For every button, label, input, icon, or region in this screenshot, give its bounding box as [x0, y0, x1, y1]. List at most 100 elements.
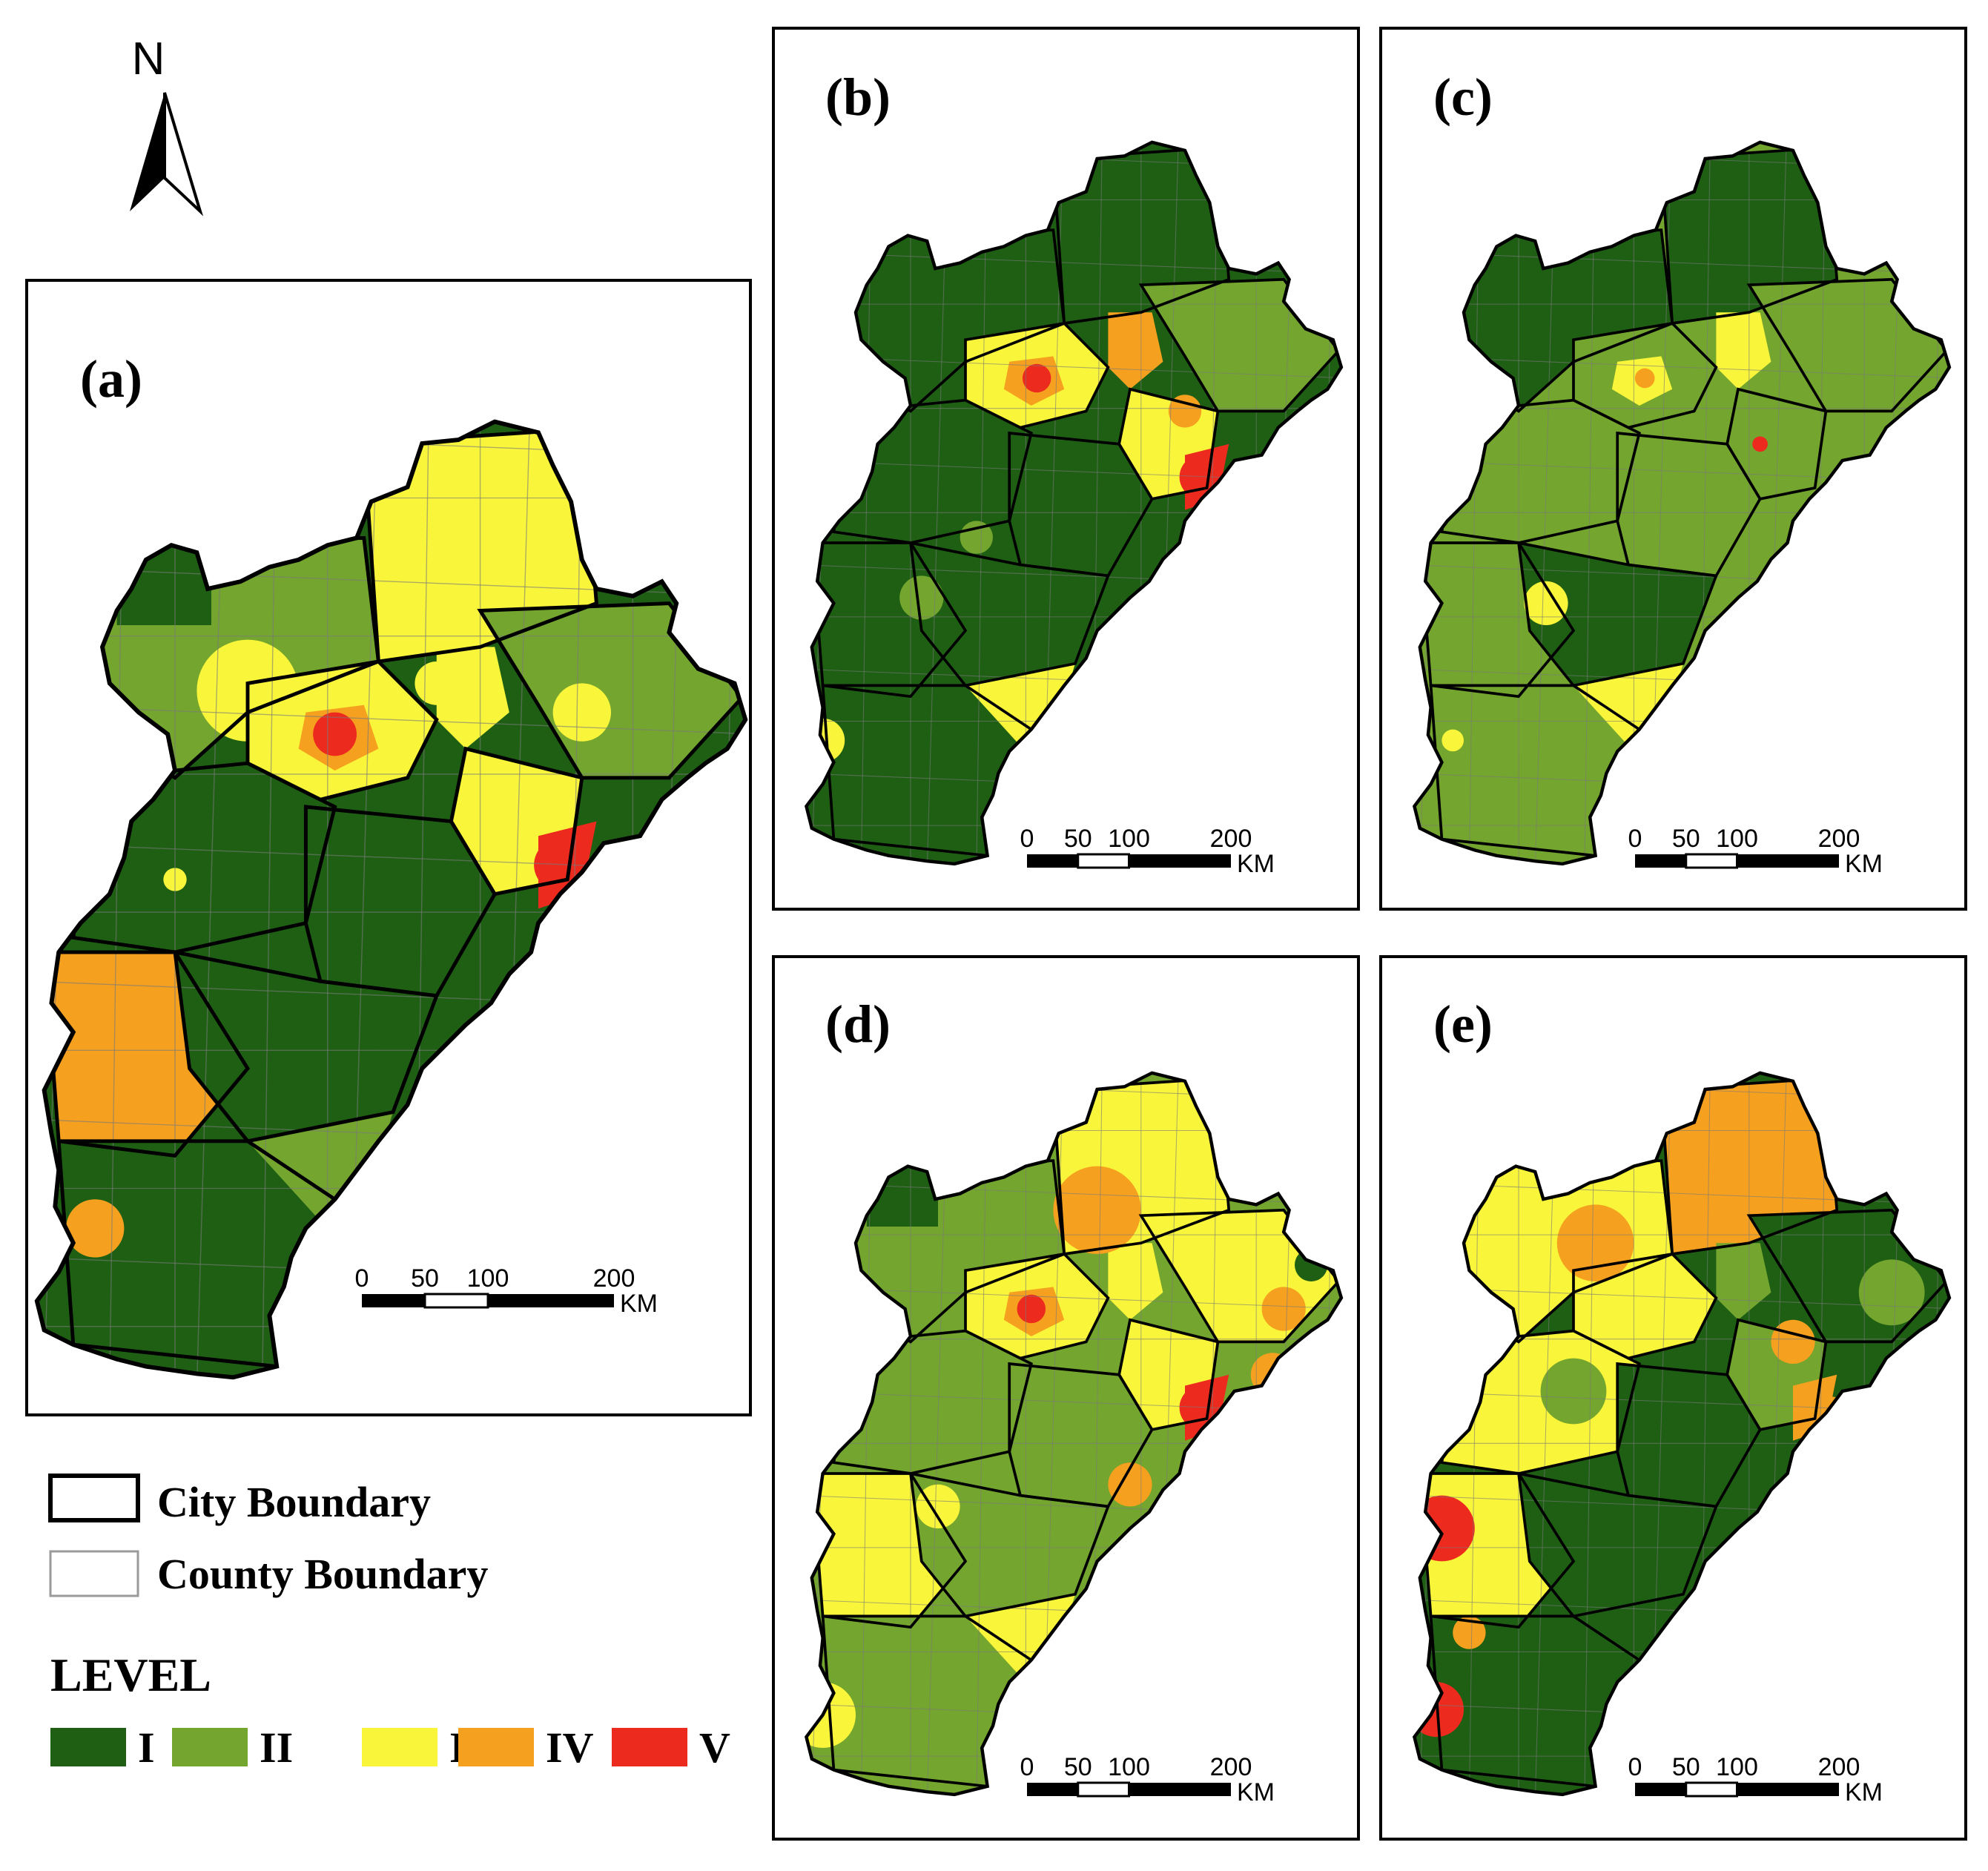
- scale-segment: [1077, 1781, 1130, 1798]
- county-boundary: [1414, 147, 1949, 171]
- level-swatch-V: [612, 1728, 687, 1766]
- north-label: N: [132, 33, 165, 85]
- scale-tick-label: 100: [1108, 1753, 1150, 1781]
- city-boundary: [1117, 387, 1220, 501]
- level-label-II: II: [260, 1723, 293, 1772]
- map-panel-e: [1412, 1071, 1952, 1797]
- scale-segment: [1685, 1781, 1738, 1798]
- county-boundary-swatch: [49, 1550, 139, 1597]
- zone-mid: [1617, 1364, 1760, 1507]
- map-panel-c: [1412, 140, 1952, 866]
- zone-sc: [911, 1474, 1109, 1617]
- panel-b-frame: [772, 27, 1360, 911]
- county-boundary: [1321, 142, 1334, 864]
- hotspot: [1634, 368, 1655, 389]
- zone-s: [59, 1141, 335, 1367]
- scale-tick-label: 0: [355, 1264, 369, 1293]
- scale-tick-label: 200: [1210, 1753, 1252, 1781]
- city-boundary: [173, 949, 440, 1144]
- zone-capIn: [1611, 1287, 1673, 1336]
- scale-segment: [1737, 854, 1839, 868]
- hotspot: [66, 1199, 125, 1258]
- city-boundary: [1746, 277, 1949, 413]
- region-outline: [804, 1071, 1344, 1797]
- scale-tick-label: 200: [1818, 1753, 1860, 1781]
- level-swatch-III: [362, 1728, 437, 1766]
- north-arrow: N: [130, 33, 204, 217]
- scale-tick-label: 200: [1818, 825, 1860, 853]
- city-boundary: [1516, 1471, 1718, 1618]
- region-outline: [804, 140, 1344, 866]
- county-boundary: [1880, 142, 1903, 864]
- city-boundary: [1746, 1208, 1949, 1344]
- zone-mid: [306, 807, 495, 996]
- level-swatches: IIIIIIIVV: [50, 1723, 730, 1772]
- scale-tick-label: 100: [467, 1264, 509, 1293]
- scale-tick-label: 100: [1716, 1753, 1758, 1781]
- zone-east: [1140, 279, 1339, 412]
- level-swatch-I: [50, 1728, 126, 1766]
- city-boundary: [1726, 387, 1828, 501]
- scale-segment: [1077, 853, 1130, 869]
- county-boundary: [1880, 1072, 1903, 1795]
- scale-tick-label: 50: [1672, 1753, 1700, 1781]
- scale-segment: [362, 1294, 425, 1307]
- city-boundary: [1726, 1318, 1828, 1431]
- zone-east: [480, 603, 742, 778]
- legend: City Boundary County Boundary LEVEL I II I…: [48, 1474, 730, 1772]
- city-boundary: [1516, 541, 1718, 687]
- hotspot: [899, 575, 944, 620]
- hotspot: [415, 661, 459, 705]
- county-boundary: [1929, 142, 1942, 864]
- scale-tick-label: 0: [1020, 825, 1034, 853]
- zone-mid: [1009, 433, 1152, 576]
- county-boundary: [806, 1286, 1341, 1310]
- scale-unit-label: KM: [620, 1290, 658, 1318]
- county-boundary: [1272, 142, 1295, 864]
- hotspot: [1022, 363, 1051, 393]
- map-panel-a: [34, 419, 748, 1380]
- county-boundary: [806, 147, 1341, 171]
- city-boundary: [1138, 1208, 1341, 1344]
- zone-sc: [1519, 1474, 1717, 1617]
- scale-tick-label: 50: [1064, 825, 1092, 853]
- region-outline: [34, 419, 748, 1380]
- scale-tick-label: 100: [1716, 825, 1758, 853]
- hotspot: [1442, 729, 1464, 752]
- hotspot: [1261, 1287, 1306, 1331]
- scale-segment: [423, 1293, 489, 1309]
- scale-segment: [1685, 853, 1738, 869]
- zone-s: [1430, 685, 1639, 856]
- hotspot: [1414, 1495, 1475, 1562]
- panel-d-label: (d): [825, 994, 891, 1054]
- hotspot: [1524, 581, 1568, 625]
- scale-segment: [1027, 1783, 1078, 1796]
- city-boundary: [1138, 277, 1341, 413]
- hotspot: [1540, 1358, 1607, 1425]
- scale-tick-label: 0: [1020, 1753, 1034, 1781]
- city-boundary: [449, 746, 584, 897]
- scale-tick-label: 50: [1672, 825, 1700, 853]
- city-boundary: [42, 950, 251, 1158]
- scale-unit-label: KM: [1845, 850, 1883, 878]
- zone-sc: [911, 543, 1109, 686]
- scale-segment: [488, 1294, 614, 1307]
- hotspot: [866, 395, 900, 428]
- scale-segment: [1635, 1783, 1686, 1796]
- county-boundary: [719, 421, 736, 1378]
- city-boundary: [810, 541, 968, 699]
- level-label-I: I: [138, 1723, 155, 1772]
- hotspot: [1017, 1294, 1046, 1324]
- scale-segment: [1635, 854, 1686, 868]
- zone-s: [1430, 1616, 1639, 1786]
- zone-sc: [1519, 543, 1717, 686]
- county-boundary: [654, 421, 684, 1378]
- scale-segment: [1129, 854, 1231, 868]
- zone-sc: [175, 952, 437, 1141]
- county-boundary-label: County Boundary: [157, 1550, 488, 1598]
- panel-a-label: (a): [80, 349, 142, 409]
